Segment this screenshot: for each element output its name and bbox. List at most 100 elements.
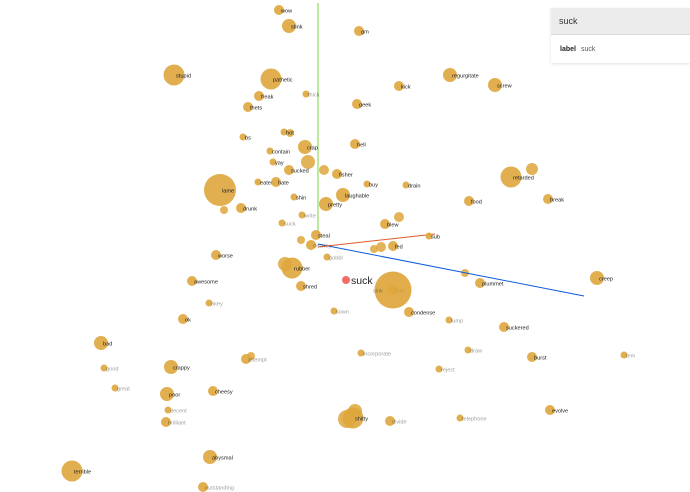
point-marker[interactable] bbox=[298, 211, 306, 219]
point-marker[interactable] bbox=[445, 316, 453, 324]
data-point[interactable]: bs bbox=[239, 133, 252, 142]
point-marker[interactable] bbox=[266, 147, 274, 155]
data-point[interactable]: lame bbox=[204, 174, 236, 206]
data-point[interactable] bbox=[319, 165, 329, 175]
data-point[interactable] bbox=[286, 129, 294, 137]
search-box[interactable] bbox=[551, 8, 690, 35]
data-point[interactable]: telephone bbox=[456, 414, 487, 423]
data-point[interactable]: retarded bbox=[500, 166, 534, 188]
data-point[interactable]: shin bbox=[290, 193, 307, 202]
point-marker[interactable] bbox=[243, 102, 253, 112]
point-marker[interactable] bbox=[499, 322, 509, 332]
point-marker[interactable] bbox=[374, 271, 412, 309]
point-marker[interactable] bbox=[298, 140, 312, 154]
point-marker[interactable] bbox=[336, 188, 350, 202]
data-point[interactable] bbox=[394, 212, 404, 222]
data-point[interactable]: draw bbox=[464, 346, 484, 355]
data-point[interactable]: worse bbox=[211, 250, 233, 260]
point-marker[interactable] bbox=[319, 197, 333, 211]
data-point[interactable]: ok bbox=[178, 314, 191, 324]
point-marker[interactable] bbox=[281, 257, 303, 279]
point-marker[interactable] bbox=[388, 241, 398, 251]
point-marker[interactable] bbox=[164, 406, 172, 414]
data-point[interactable]: destroy bbox=[306, 240, 332, 250]
data-point[interactable]: fisher bbox=[332, 169, 353, 179]
point-marker[interactable] bbox=[330, 307, 338, 315]
data-point[interactable]: yay bbox=[269, 158, 284, 167]
data-point[interactable]: suckered bbox=[499, 322, 529, 332]
data-point[interactable]: abysmal bbox=[203, 450, 233, 464]
data-point[interactable]: decent bbox=[164, 406, 188, 415]
data-point[interactable]: geek bbox=[352, 99, 371, 109]
point-marker[interactable] bbox=[352, 99, 362, 109]
data-point[interactable]: divide bbox=[385, 416, 407, 426]
point-marker[interactable] bbox=[205, 299, 213, 307]
data-point[interactable] bbox=[370, 245, 378, 253]
point-marker[interactable] bbox=[311, 230, 321, 240]
point-marker[interactable] bbox=[160, 387, 174, 401]
point-marker[interactable] bbox=[61, 460, 83, 482]
data-point[interactable]: sink bbox=[373, 271, 412, 309]
data-point[interactable]: laughable bbox=[336, 188, 369, 202]
point-marker[interactable] bbox=[211, 250, 221, 260]
point-marker[interactable] bbox=[475, 278, 485, 288]
point-marker[interactable] bbox=[323, 253, 331, 261]
data-point[interactable]: kick bbox=[394, 81, 411, 91]
point-marker[interactable] bbox=[380, 219, 390, 229]
point-marker[interactable] bbox=[198, 482, 208, 492]
data-point[interactable]: gobbl bbox=[323, 253, 343, 262]
data-point[interactable]: shred bbox=[296, 281, 317, 291]
point-marker[interactable] bbox=[204, 174, 236, 206]
point-marker[interactable] bbox=[590, 271, 604, 285]
data-point[interactable]: thets bbox=[243, 102, 262, 112]
data-point[interactable]: pathetic bbox=[260, 68, 293, 90]
selected-point-marker[interactable] bbox=[342, 276, 350, 284]
point-marker[interactable] bbox=[456, 414, 464, 422]
data-point[interactable]: regurgitate bbox=[443, 68, 479, 82]
point-marker[interactable] bbox=[354, 26, 364, 36]
point-marker[interactable] bbox=[488, 78, 502, 92]
data-point[interactable]: sub bbox=[425, 232, 441, 241]
data-point[interactable]: sucked bbox=[284, 165, 309, 175]
point-marker[interactable] bbox=[254, 91, 264, 101]
data-point[interactable]: crappy bbox=[164, 360, 190, 374]
point-marker[interactable] bbox=[543, 194, 553, 204]
data-point[interactable]: brilliant bbox=[161, 417, 186, 427]
point-marker[interactable] bbox=[357, 349, 365, 357]
point-marker[interactable] bbox=[260, 68, 282, 90]
data-point[interactable]: fed bbox=[388, 241, 403, 251]
point-marker[interactable] bbox=[332, 169, 342, 179]
data-point[interactable]: hate bbox=[271, 177, 289, 187]
point-marker[interactable] bbox=[402, 181, 410, 189]
point-marker[interactable] bbox=[296, 281, 306, 291]
point-marker[interactable] bbox=[404, 307, 414, 317]
data-point[interactable]: wow bbox=[274, 5, 293, 15]
data-point[interactable]: buy bbox=[363, 180, 379, 189]
point-marker[interactable] bbox=[443, 68, 457, 82]
data-point[interactable]: food bbox=[464, 196, 482, 206]
point-marker[interactable] bbox=[161, 417, 171, 427]
search-result-row[interactable]: label suck bbox=[551, 35, 690, 63]
data-point[interactable]: freak bbox=[254, 91, 274, 101]
point-marker[interactable] bbox=[545, 405, 555, 415]
data-point[interactable]: write bbox=[298, 211, 316, 220]
data-point[interactable]: okey bbox=[205, 299, 224, 308]
point-marker[interactable] bbox=[271, 177, 281, 187]
data-point[interactable]: evolve bbox=[545, 405, 568, 415]
data-point[interactable]: stupid bbox=[163, 64, 191, 86]
point-marker[interactable] bbox=[500, 166, 522, 188]
point-marker[interactable] bbox=[425, 232, 433, 240]
data-point[interactable]: bad bbox=[94, 336, 112, 350]
selected-point[interactable]: suck bbox=[342, 275, 373, 287]
point-marker[interactable] bbox=[203, 450, 217, 464]
point-marker[interactable] bbox=[178, 314, 188, 324]
point-marker[interactable] bbox=[236, 203, 246, 213]
data-point[interactable]: drain bbox=[402, 181, 421, 190]
point-marker[interactable] bbox=[435, 365, 443, 373]
point-marker[interactable] bbox=[111, 384, 119, 392]
point-marker[interactable] bbox=[254, 178, 262, 186]
point-marker[interactable] bbox=[302, 90, 310, 98]
data-point[interactable]: gm bbox=[354, 26, 369, 36]
data-point[interactable] bbox=[301, 155, 315, 169]
